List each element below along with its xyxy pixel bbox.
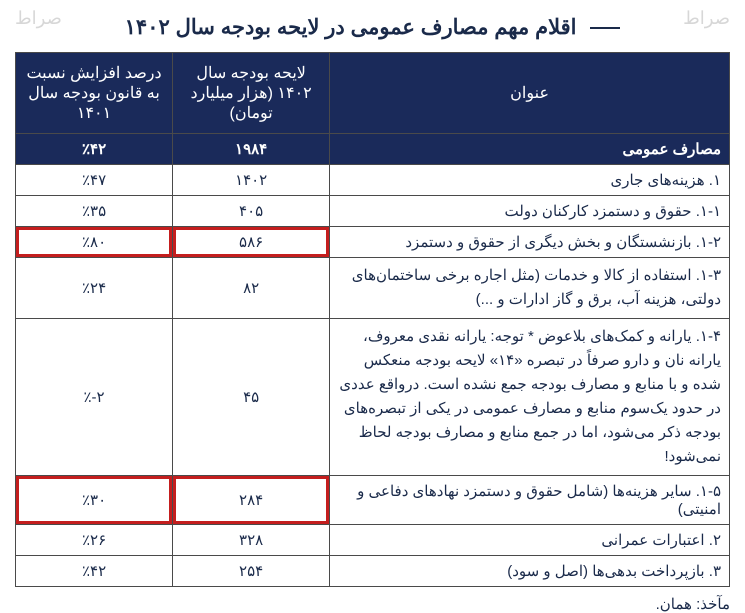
- title-underline-icon: [590, 27, 620, 29]
- row-pct: ٪۲۴: [16, 258, 173, 319]
- row-title: ۱. هزینه‌های جاری: [330, 165, 730, 196]
- row-pct: ٪۴۷: [16, 165, 173, 196]
- row-pct: ٪۲۶: [16, 525, 173, 556]
- row-title: ۱-۵. سایر هزینه‌ها (شامل حقوق و دستمزد ن…: [330, 476, 730, 525]
- row-title: ۱-۲. بازنشستگان و بخش دیگری از حقوق و دس…: [330, 227, 730, 258]
- row-title: ۲. اعتبارات عمرانی: [330, 525, 730, 556]
- col-header-title: عنوان: [330, 53, 730, 134]
- row-value: ۴۵: [173, 319, 330, 476]
- section-pct: ٪۴۲: [16, 134, 173, 165]
- table-row: ۱-۴. یارانه و کمک‌های بلاعوض * توجه: یار…: [16, 319, 730, 476]
- table-row: ۲. اعتبارات عمرانی۳۲۸٪۲۶: [16, 525, 730, 556]
- source-note: مآخذ: همان.: [0, 595, 730, 613]
- table-row: ۱-۱. حقوق و دستمزد کارکنان دولت۴۰۵٪۳۵: [16, 196, 730, 227]
- row-value: ۲۸۴: [173, 476, 330, 525]
- row-title: ۱-۴. یارانه و کمک‌های بلاعوض * توجه: یار…: [330, 319, 730, 476]
- table-row: ۱-۲. بازنشستگان و بخش دیگری از حقوق و دس…: [16, 227, 730, 258]
- page-title: اقلام مهم مصارف عمومی در لایحه بودجه سال…: [0, 0, 745, 52]
- watermark-logo-left: صراط: [15, 8, 62, 29]
- col-header-value: لایحه بودجه سال ۱۴۰۲ (هزار میلیارد تومان…: [173, 53, 330, 134]
- row-title: ۱-۱. حقوق و دستمزد کارکنان دولت: [330, 196, 730, 227]
- col-header-pct: درصد افزایش نسبت به قانون بودجه سال ۱۴۰۱: [16, 53, 173, 134]
- table-row: ۱. هزینه‌های جاری۱۴۰۲٪۴۷: [16, 165, 730, 196]
- row-title: ۱-۳. استفاده از کالا و خدمات (مثل اجاره …: [330, 258, 730, 319]
- row-value: ۴۰۵: [173, 196, 330, 227]
- row-pct: ٪۴۲: [16, 556, 173, 587]
- row-value: ۸۲: [173, 258, 330, 319]
- row-pct: ٪۸۰: [16, 227, 173, 258]
- section-value: ۱۹۸۴: [173, 134, 330, 165]
- table-header-row: عنوان لایحه بودجه سال ۱۴۰۲ (هزار میلیارد…: [16, 53, 730, 134]
- row-title: ۳. بازپرداخت بدهی‌ها (اصل و سود): [330, 556, 730, 587]
- row-value: ۱۴۰۲: [173, 165, 330, 196]
- section-row: مصارف عمومی ۱۹۸۴ ٪۴۲: [16, 134, 730, 165]
- row-value: ۲۵۴: [173, 556, 330, 587]
- title-text: اقلام مهم مصارف عمومی در لایحه بودجه سال…: [125, 16, 577, 39]
- row-pct: ٪-۲: [16, 319, 173, 476]
- table-row: ۱-۳. استفاده از کالا و خدمات (مثل اجاره …: [16, 258, 730, 319]
- row-pct: ٪۳۰: [16, 476, 173, 525]
- budget-table: عنوان لایحه بودجه سال ۱۴۰۲ (هزار میلیارد…: [15, 52, 730, 587]
- section-label: مصارف عمومی: [330, 134, 730, 165]
- row-pct: ٪۳۵: [16, 196, 173, 227]
- table-row: ۱-۵. سایر هزینه‌ها (شامل حقوق و دستمزد ن…: [16, 476, 730, 525]
- row-value: ۳۲۸: [173, 525, 330, 556]
- table-row: ۳. بازپرداخت بدهی‌ها (اصل و سود)۲۵۴٪۴۲: [16, 556, 730, 587]
- row-value: ۵۸۶: [173, 227, 330, 258]
- watermark-logo-right: صراط: [683, 8, 730, 29]
